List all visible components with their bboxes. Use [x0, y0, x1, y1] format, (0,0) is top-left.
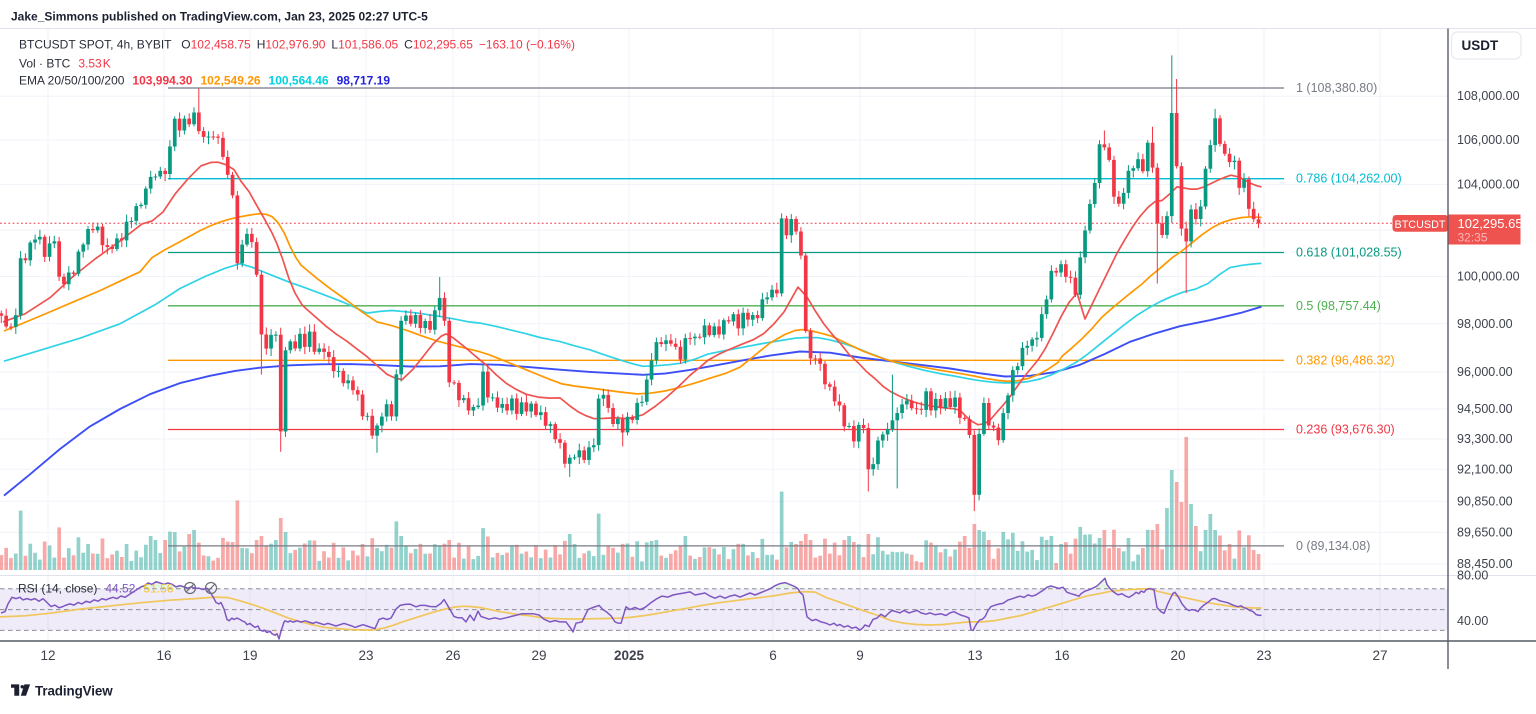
svg-text:96,000.00: 96,000.00: [1457, 365, 1513, 379]
svg-text:92,100.00: 92,100.00: [1457, 462, 1513, 476]
svg-text:0.5 (98,757.44): 0.5 (98,757.44): [1296, 299, 1381, 313]
svg-text:0.382 (96,486.32): 0.382 (96,486.32): [1296, 353, 1395, 367]
svg-text:29: 29: [531, 648, 546, 663]
svg-text:23: 23: [358, 648, 373, 663]
svg-text:TradingView: TradingView: [35, 684, 113, 699]
svg-text:104,000.00: 104,000.00: [1457, 178, 1520, 192]
svg-text:80.00: 80.00: [1457, 568, 1488, 582]
svg-text:98,000.00: 98,000.00: [1457, 317, 1513, 331]
svg-text:90,850.00: 90,850.00: [1457, 494, 1513, 508]
svg-text:0 (89,134.08): 0 (89,134.08): [1296, 539, 1370, 553]
svg-text:9: 9: [856, 648, 864, 663]
svg-text:88,450.00: 88,450.00: [1457, 557, 1513, 571]
svg-text:Jake_Simmons published on Trad: Jake_Simmons published on TradingView.co…: [11, 10, 428, 24]
svg-text:USDT: USDT: [1462, 38, 1500, 53]
svg-text:6: 6: [769, 648, 777, 663]
svg-text:23: 23: [1256, 648, 1271, 663]
svg-text:106,000.00: 106,000.00: [1457, 133, 1520, 147]
svg-text:93,300.00: 93,300.00: [1457, 432, 1513, 446]
svg-text:0.236 (93,676.30): 0.236 (93,676.30): [1296, 423, 1395, 437]
svg-text:19: 19: [242, 648, 257, 663]
svg-text:26: 26: [445, 648, 460, 663]
svg-text:20: 20: [1170, 648, 1185, 663]
svg-text:16: 16: [156, 648, 171, 663]
svg-text:1 (108,380.80): 1 (108,380.80): [1296, 81, 1377, 95]
svg-text:13: 13: [967, 648, 982, 663]
svg-text:0.618 (101,028.55): 0.618 (101,028.55): [1296, 246, 1402, 260]
svg-text:2025: 2025: [614, 648, 645, 663]
svg-text:100,000.00: 100,000.00: [1457, 270, 1520, 284]
svg-text:12: 12: [40, 648, 55, 663]
svg-text:27: 27: [1372, 648, 1387, 663]
svg-text:89,650.00: 89,650.00: [1457, 525, 1513, 539]
svg-text:108,000.00: 108,000.00: [1457, 89, 1520, 103]
svg-text:16: 16: [1054, 648, 1069, 663]
svg-text:94,500.00: 94,500.00: [1457, 402, 1513, 416]
svg-text:102,295.65: 102,295.65: [1458, 216, 1523, 231]
svg-text:0.786 (104,262.00): 0.786 (104,262.00): [1296, 172, 1402, 186]
svg-text:40.00: 40.00: [1457, 614, 1488, 628]
svg-text:32:35: 32:35: [1458, 231, 1488, 245]
svg-text:BTCUSDT: BTCUSDT: [1395, 219, 1446, 231]
